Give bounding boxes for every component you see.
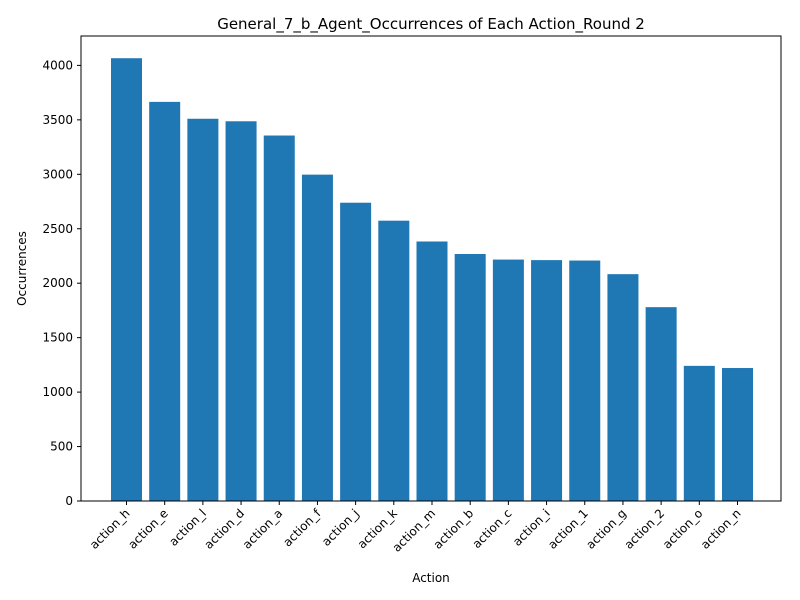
x-tick-label: action_c bbox=[470, 506, 515, 551]
bar-action-a bbox=[263, 135, 295, 501]
bars-group bbox=[111, 58, 753, 502]
y-tick-label: 500 bbox=[50, 440, 73, 454]
plot-frame bbox=[80, 35, 782, 502]
y-axis: 0 500 1000 1500 2000 2500 3000 3500 4000 bbox=[42, 58, 81, 508]
bar-action-g bbox=[607, 274, 639, 501]
y-tick-label: 2500 bbox=[42, 222, 73, 236]
chart-title: General_7_b_Agent_Occurrences of Each Ac… bbox=[217, 15, 645, 34]
bar-action-h bbox=[111, 58, 142, 501]
x-tick-label: action_o bbox=[660, 506, 705, 551]
y-tick-label: 3500 bbox=[42, 113, 73, 127]
x-tick-label: action_h bbox=[87, 506, 133, 552]
bar-action-1 bbox=[569, 260, 601, 501]
bar-action-m bbox=[416, 241, 448, 502]
x-tick-label: action_g bbox=[583, 506, 629, 552]
x-tick-label: action_f bbox=[280, 506, 324, 550]
x-tick-label: action_b bbox=[431, 506, 477, 552]
bar-action-j bbox=[340, 202, 372, 501]
bar-action-o bbox=[683, 365, 715, 501]
bar-action-d bbox=[225, 121, 257, 502]
x-axis: action_haction_eaction_laction_daction_a… bbox=[87, 501, 744, 555]
bar-action-c bbox=[492, 259, 524, 501]
x-tick-label: action_d bbox=[202, 506, 248, 552]
y-axis-label: Occurrences bbox=[15, 231, 29, 306]
bar-action-2 bbox=[645, 307, 677, 501]
x-tick-label: action_e bbox=[125, 506, 170, 551]
bar-action-i bbox=[531, 260, 563, 501]
y-tick-label: 1000 bbox=[42, 385, 73, 399]
x-tick-label: action_1 bbox=[545, 506, 591, 552]
bar-action-b bbox=[454, 254, 486, 501]
y-tick-label: 2000 bbox=[42, 276, 73, 290]
y-tick-label: 4000 bbox=[42, 58, 73, 72]
bar-action-e bbox=[149, 101, 181, 501]
bar-action-n bbox=[722, 368, 753, 501]
y-tick-label: 1500 bbox=[42, 331, 73, 345]
x-tick-label: action_n bbox=[698, 506, 744, 552]
bar-action-f bbox=[301, 174, 333, 501]
y-tick-label: 0 bbox=[65, 494, 73, 508]
bar-action-l bbox=[187, 118, 219, 501]
x-axis-label: Action bbox=[412, 571, 450, 585]
x-tick-label: action_a bbox=[240, 506, 285, 551]
bar-action-k bbox=[378, 220, 410, 501]
x-tick-label: action_2 bbox=[622, 506, 668, 552]
y-tick-label: 3000 bbox=[42, 167, 73, 181]
